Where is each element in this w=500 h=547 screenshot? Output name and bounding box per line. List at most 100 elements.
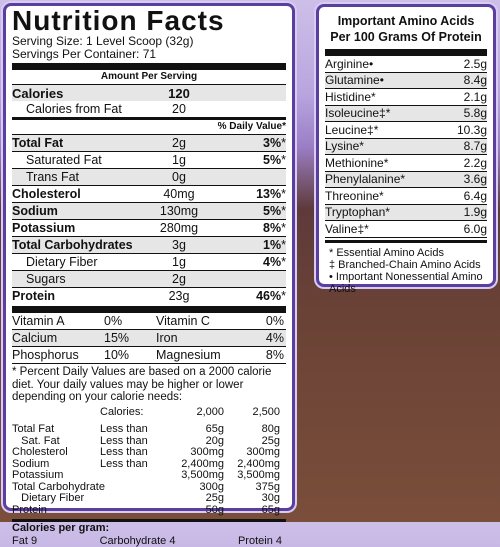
dv-table-cell: Total Fat xyxy=(12,423,55,435)
amino-title-line1: Important Amino Acids xyxy=(337,14,475,28)
dv-table-cell: Less than xyxy=(100,446,148,458)
nutrient-label: Dietary Fiber xyxy=(26,255,98,269)
dv-table-cell: 300mg xyxy=(190,446,224,458)
vitamin-row: Vitamin A 0% Vitamin C 0% xyxy=(12,313,286,329)
nutrient-label: Protein xyxy=(12,289,56,303)
nutrient-amount: 23g xyxy=(168,289,190,303)
dv-table-cell: 25g xyxy=(261,434,280,447)
nutrient-row: Dietary Fiber 1g 4%* xyxy=(12,253,286,270)
amino-legend: * Essential Amino Acids ‡ Branched-Chain … xyxy=(325,247,487,295)
nutrient-row: Trans Fat 0g xyxy=(12,168,286,185)
daily-value-mark: * xyxy=(281,136,286,150)
amino-name: Threonine* xyxy=(325,188,384,203)
nutrient-amount: 0g xyxy=(172,170,186,184)
vitamin-row: Calcium 15% Iron 4% xyxy=(12,329,286,346)
dv-table-cell: 2,500 xyxy=(252,405,280,418)
calories-label: Calories xyxy=(12,85,64,101)
daily-value-percent: 5% xyxy=(263,153,282,167)
nutrient-row: Protein 23g 46%* xyxy=(12,287,286,304)
vitamin-percent: 10% xyxy=(104,348,130,362)
daily-value-mark: * xyxy=(281,221,286,235)
amino-legend-item: * Essential Amino Acids xyxy=(329,246,444,259)
daily-value-mark: * xyxy=(281,153,286,167)
dv-table-cell: Sodium xyxy=(12,457,50,470)
vitamin-list: Vitamin A 0% Vitamin C 0% Calcium 15% Iron 4% Ph… xyxy=(12,313,286,363)
dv-table-cell: 65g xyxy=(261,503,280,516)
vitamin-percent: 4% xyxy=(265,331,284,345)
nutrient-row: Total Carbohydrates 3g 1%* xyxy=(12,236,286,253)
amino-row: Histidine* 2.1g xyxy=(325,89,487,106)
amino-name: Tryptophan* xyxy=(325,205,390,220)
amount-per-serving: Amount Per Serving xyxy=(100,71,198,82)
vitamin-name: Vitamin A xyxy=(12,314,65,328)
calories-row: Calories 120 xyxy=(12,85,286,101)
nutrient-daily-value: 46%* xyxy=(224,289,286,303)
nutrient-daily-value: 5%* xyxy=(224,153,286,167)
dv-table-cell: Less than xyxy=(100,457,148,470)
dv-table-cell: 2,400mg xyxy=(181,457,224,470)
dv-table-cell xyxy=(100,482,166,494)
nutrient-label: Sodium xyxy=(12,204,58,218)
daily-value-mark: * xyxy=(281,204,286,218)
nutrient-amount: 1g xyxy=(172,255,186,269)
amino-name: Isoleucine‡* xyxy=(325,106,391,121)
nutrient-row: Cholesterol 40mg 13%* xyxy=(12,185,286,202)
amino-value: 1.9g xyxy=(463,205,487,220)
nutrient-row: Sodium 130mg 5%* xyxy=(12,202,286,219)
nutrient-row: Sugars 2g xyxy=(12,270,286,287)
nutrient-label: Cholesterol xyxy=(12,187,81,201)
calories-per-gram-row: Fat 9 Carbohydrate 4 Protein 4 xyxy=(12,535,286,547)
amino-row: Threonine* 6.4g xyxy=(325,188,487,205)
amino-row: Arginine• 2.5g xyxy=(325,56,487,73)
dv-table-cell xyxy=(12,407,100,419)
dv-table-cell: Sat. Fat xyxy=(12,434,60,447)
dv-table-cell: 300g xyxy=(199,480,224,493)
vitamin-name: Phosphorus xyxy=(12,348,79,362)
daily-value-percent: 5% xyxy=(263,204,282,218)
amino-value: 6.0g xyxy=(463,221,487,236)
dv-table-cell xyxy=(100,505,166,517)
nutrient-amount: 2g xyxy=(172,272,186,286)
amino-row: Lysine* 8.7g xyxy=(325,138,487,155)
daily-value-percent: 3% xyxy=(263,136,282,150)
dv-table-cell: Cholesterol xyxy=(12,446,68,458)
serving-size: Serving Size: 1 Level Scoop (32g) xyxy=(12,34,194,48)
daily-value-percent: 8% xyxy=(263,221,282,235)
amino-acids-panel: Important Amino Acids Per 100 Grams Of P… xyxy=(316,4,496,295)
nutrient-list: Total Fat 2g 3%* Saturated Fat 1g 5%* Trans Fa… xyxy=(12,134,286,304)
nutrient-amount: 1g xyxy=(172,153,186,167)
calories-fat-row: Calories from Fat 20 xyxy=(12,101,286,117)
vitamin-name: Iron xyxy=(156,331,178,345)
amino-value: 5.8g xyxy=(463,106,487,121)
amino-row: Leucine‡* 10.3g xyxy=(325,122,487,139)
nutrition-facts-panel: Nutrition Facts Serving Size: 1 Level Sc… xyxy=(3,3,295,547)
dv-table-cell: Total Carbohydrate xyxy=(12,480,105,493)
nutrient-row: Total Fat 2g 3%* xyxy=(12,134,286,151)
amino-name: Glutamine• xyxy=(325,73,384,88)
amino-title-line2: Per 100 Grams Of Protein xyxy=(330,30,482,44)
dv-table-cell xyxy=(100,470,166,482)
dv-table-cell xyxy=(100,493,166,505)
amino-name: Valine‡* xyxy=(325,221,369,236)
dv-table-cell: 375g xyxy=(255,480,280,493)
daily-value-mark: * xyxy=(281,238,286,252)
vitamin-percent: 15% xyxy=(104,331,130,345)
amino-name: Leucine‡* xyxy=(325,122,379,137)
servings-per-container: Servings Per Container: 71 xyxy=(12,47,157,61)
amino-value: 2.1g xyxy=(463,89,487,104)
nutrient-row: Saturated Fat 1g 5%* xyxy=(12,151,286,168)
amino-value: 8.4g xyxy=(463,73,487,88)
nutrient-daily-value: 5%* xyxy=(224,204,286,218)
amino-value: 6.4g xyxy=(463,188,487,203)
amino-name: Arginine• xyxy=(325,56,374,71)
nutrient-daily-value: 13%* xyxy=(224,187,286,201)
vitamin-percent: 0% xyxy=(104,314,123,328)
amino-value: 2.5g xyxy=(463,56,487,71)
calories-per-gram-label: Calories per gram: xyxy=(12,522,110,534)
nutrient-daily-value: 3%* xyxy=(224,136,286,150)
nutrient-label: Saturated Fat xyxy=(26,153,102,167)
vitamin-name: Calcium xyxy=(12,331,58,345)
daily-value-mark: * xyxy=(281,289,286,303)
amino-value: 8.7g xyxy=(463,139,487,154)
amino-row: Valine‡* 6.0g xyxy=(325,221,487,238)
